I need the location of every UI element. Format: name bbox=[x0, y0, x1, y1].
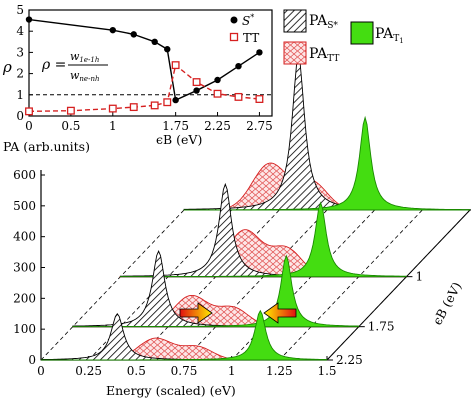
legend-swatch-pa-s bbox=[283, 9, 307, 33]
main-y-tick-label: 400 bbox=[13, 230, 36, 244]
legend-marker-tt bbox=[229, 32, 239, 42]
inset-background bbox=[28, 9, 273, 117]
legend-swatch-pa-t1 bbox=[350, 21, 374, 45]
main-y-label: PA (arb.units) bbox=[3, 139, 90, 154]
inset-point-tt bbox=[66, 106, 75, 115]
inset-x-tick-label: 2.25 bbox=[204, 119, 231, 133]
main-y-tick-label: 100 bbox=[13, 322, 36, 336]
spectrum-slice bbox=[183, 55, 471, 211]
inset-x-tick-label: 2.75 bbox=[246, 119, 273, 133]
inset-point-s bbox=[130, 31, 137, 38]
inset-point-s bbox=[172, 96, 179, 104]
inset-point-tt bbox=[129, 103, 138, 112]
inset-point-tt bbox=[234, 92, 243, 101]
depth-tick-label: 2.25 bbox=[336, 353, 363, 367]
legend-swatch-pa-tt bbox=[283, 41, 307, 65]
depth-tick-label: 1.75 bbox=[368, 320, 395, 334]
inset-point-s bbox=[25, 16, 33, 23]
main-y-ticks: 0 100 200 300 400 500 600 bbox=[13, 168, 45, 367]
yellow-red-arrow-left-icon bbox=[263, 302, 297, 324]
main-x-tick-label: 1.5 bbox=[317, 364, 336, 378]
inset-legend: S* TT bbox=[229, 13, 259, 45]
inset-x-tick-label: 1 bbox=[109, 119, 117, 133]
inset-point-tt bbox=[108, 104, 117, 113]
inset-y-tick-label: 4 bbox=[16, 24, 24, 38]
depth-label: ϵB (eV) bbox=[429, 279, 464, 327]
yellow-red-arrow-right-icon bbox=[179, 302, 213, 324]
inset-legend-label-tt: TT bbox=[243, 31, 259, 45]
spectrum-peak-pa-t1 bbox=[41, 309, 328, 361]
inset-point-s bbox=[193, 87, 200, 94]
legend-item-pa-t1: PAT1 bbox=[350, 21, 404, 45]
main-y-tick-label: 600 bbox=[13, 168, 36, 182]
inset-point-tt bbox=[255, 95, 264, 103]
legend-marker-s bbox=[230, 16, 238, 24]
inset-y-tick-label: 0 bbox=[16, 109, 24, 123]
inset-point-tt bbox=[150, 101, 159, 110]
legend-item-pa-tt: PATT bbox=[283, 41, 339, 65]
main-x-tick-label: 1.25 bbox=[266, 364, 293, 378]
inset-series-line-s bbox=[28, 18, 260, 102]
inset-y-tick-label: 2 bbox=[16, 67, 24, 81]
spectrum-peak-pa-t1 bbox=[119, 201, 407, 278]
main-y-tick-label: 200 bbox=[13, 291, 36, 305]
main-y-tick-label: 500 bbox=[13, 199, 36, 213]
main-x-ticks: 0 0.25 0.5 0.75 1 1.25 1.5 bbox=[37, 356, 337, 378]
main-x-tick-label: 1 bbox=[228, 364, 236, 378]
legend-label-pa-tt: PATT bbox=[309, 46, 339, 64]
inset-point-s bbox=[235, 62, 242, 70]
depth-grid-line bbox=[279, 209, 423, 361]
main-y-tick-label: 0 bbox=[28, 353, 36, 367]
inset-point-tt bbox=[213, 89, 222, 98]
inset-y-label: ρ bbox=[2, 58, 12, 76]
legend-label-pa-t1: PAT1 bbox=[375, 26, 404, 45]
inset-y-tick-label: 1 bbox=[16, 88, 24, 102]
inset-y-tick-label: 5 bbox=[16, 3, 24, 17]
main-legend: PAS* PATT PAT1 bbox=[283, 9, 404, 65]
main-x-tick-label: 0 bbox=[37, 364, 45, 378]
spectrum-slice bbox=[40, 309, 328, 361]
legend-label-pa-s: PAS* bbox=[309, 13, 338, 31]
main-x-tick-label: 0.5 bbox=[127, 364, 146, 378]
inset-point-s bbox=[164, 46, 171, 53]
main-x-tick-label: 0.25 bbox=[75, 364, 102, 378]
inset-point-tt bbox=[163, 98, 172, 107]
main-x-tick-label: 0.75 bbox=[171, 364, 198, 378]
main-y-tick-label: 300 bbox=[13, 261, 36, 275]
inset-point-tt bbox=[25, 107, 33, 116]
inset-y-tick-label: 3 bbox=[16, 45, 24, 59]
spectra-slices bbox=[40, 55, 471, 361]
inset-x-label: ϵB (eV) bbox=[156, 132, 202, 147]
main-x-label: Energy (scaled) (eV) bbox=[106, 383, 236, 398]
depth-tick-label: 1 bbox=[415, 270, 423, 284]
depth-axis-line bbox=[326, 209, 471, 361]
inset-point-s bbox=[151, 38, 158, 45]
inset-x-tick-label: 0.5 bbox=[61, 119, 80, 133]
inset-point-tt bbox=[171, 61, 180, 70]
inset-point-s bbox=[109, 26, 116, 34]
svg-text:ρ =: ρ = bbox=[41, 57, 66, 73]
inset-point-s bbox=[214, 76, 221, 84]
inset-point-s bbox=[256, 49, 263, 56]
spectrum-peak-pa-t1 bbox=[183, 115, 471, 211]
spectrum-slice bbox=[119, 182, 408, 278]
inset-point-tt bbox=[192, 78, 201, 87]
inset-ticks: 0 1 2 3 4 5 0 0.5 1 1.75 2.25 2.75 bbox=[16, 3, 272, 133]
inset-x-tick-label: 1.75 bbox=[162, 119, 189, 133]
inset-series bbox=[25, 16, 264, 116]
legend-item-pa-s: PAS* bbox=[283, 9, 338, 33]
depth-ticks: 011.752.25 bbox=[327, 209, 471, 367]
inset-x-tick-label: 0 bbox=[25, 119, 33, 133]
